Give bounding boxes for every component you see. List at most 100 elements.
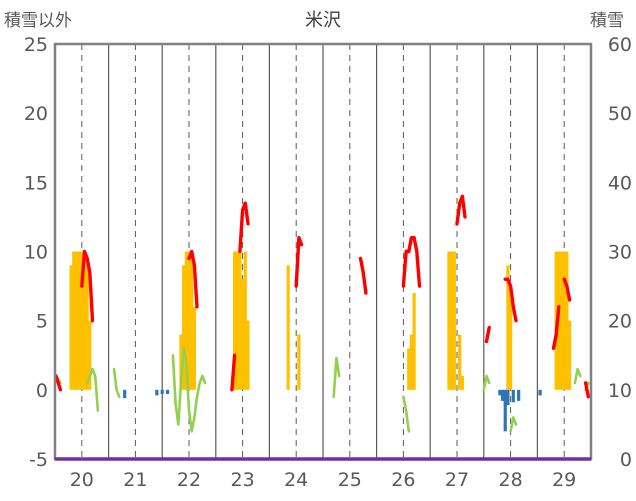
snowfall-bar xyxy=(232,251,237,390)
snowfall-bar xyxy=(184,251,188,390)
temperature-line xyxy=(171,347,207,433)
x-tick-label: 21 xyxy=(123,469,147,491)
snowfall-bar xyxy=(286,265,290,390)
snow_depth-line xyxy=(484,325,491,344)
right-tick-label: 10 xyxy=(608,380,632,402)
precipitation-bar xyxy=(538,389,542,396)
tick-labels: -5 0 5 10 15 20 25 0 10 20 30 40 50 60 20 21 22 23 24 25 26 2… xyxy=(24,34,632,491)
precipitation-bar xyxy=(500,389,505,401)
snow_depth-line xyxy=(455,194,467,226)
left-tick-label: -5 xyxy=(29,449,48,471)
left-tick-label: 10 xyxy=(24,242,48,264)
x-tick-label: 24 xyxy=(284,469,308,491)
snow_depth-line xyxy=(583,381,590,399)
precipitation-bar xyxy=(506,389,510,406)
snowfall-bar xyxy=(77,251,81,390)
snowfall-bar xyxy=(509,293,513,390)
snowfall-bar xyxy=(458,334,462,390)
x-tick-label: 28 xyxy=(499,469,523,491)
snow_depth-line xyxy=(562,277,572,302)
snowfall-bar xyxy=(72,251,76,390)
precipitation-bar xyxy=(165,389,170,394)
axes xyxy=(53,42,593,461)
snow_depth-line xyxy=(230,353,237,392)
snow_depth-line xyxy=(238,201,250,254)
snowfall-bar xyxy=(88,320,92,390)
snowfall-bar xyxy=(297,334,301,390)
snow_depth-line xyxy=(401,236,422,288)
snowfall-bar xyxy=(559,251,564,390)
precipitation-bar xyxy=(498,389,502,396)
snowfall-bar xyxy=(460,376,464,390)
left-tick-label: 5 xyxy=(36,311,48,333)
snowfall-bar xyxy=(407,348,411,390)
left-tick-label: 0 xyxy=(36,380,48,402)
x-tick-label: 20 xyxy=(70,469,94,491)
snow_depth-line xyxy=(294,236,304,288)
snowfall-bar xyxy=(238,251,242,390)
lines xyxy=(54,194,590,433)
snowfall-bar xyxy=(192,306,196,390)
right-tick-label: 20 xyxy=(608,311,632,333)
left-tick-label: 25 xyxy=(24,34,48,56)
snowfall-bar xyxy=(190,251,194,390)
x-tick-label: 23 xyxy=(231,469,255,491)
snow_depth-line xyxy=(54,374,63,392)
snowfall-bar xyxy=(562,251,566,390)
x-tick-label: 27 xyxy=(445,469,469,491)
snow_depth-line xyxy=(187,249,199,309)
snow_depth-line xyxy=(80,249,95,323)
right-tick-label: 50 xyxy=(608,103,632,125)
snowfall-bar xyxy=(450,251,454,390)
precipitation-bar xyxy=(155,389,159,396)
snowfall-bar xyxy=(565,251,569,390)
precipitation-bar xyxy=(160,389,164,394)
snowfall-bar xyxy=(182,265,186,390)
x-tick-label: 25 xyxy=(338,469,362,491)
snow_depth-line xyxy=(358,256,368,295)
precipitation-bar xyxy=(511,389,515,403)
snowfall-bar xyxy=(179,334,183,390)
right-tick-label: 60 xyxy=(608,34,632,56)
right-tick-label: 0 xyxy=(620,449,632,471)
temperature-line xyxy=(402,395,411,433)
left-tick-label: 20 xyxy=(24,103,48,125)
snowfall-bar xyxy=(243,251,247,390)
snowfall-bar xyxy=(235,251,239,390)
temperature-line xyxy=(573,367,582,385)
snowfall-bar xyxy=(409,334,414,390)
snowfall-bar xyxy=(241,279,245,390)
snowfall-bar xyxy=(447,251,451,390)
x-tick-label: 26 xyxy=(391,469,415,491)
snowfall-bar xyxy=(506,265,510,390)
snow_depth-line xyxy=(503,277,518,323)
right-tick-label: 40 xyxy=(608,172,632,194)
snowfall-bar xyxy=(567,320,572,390)
bars xyxy=(69,251,572,432)
snow_depth-line xyxy=(551,305,561,350)
temperature-line xyxy=(332,356,341,399)
snowfall-bar xyxy=(452,251,456,390)
precipitation-bar xyxy=(503,389,507,432)
precipitation-bar xyxy=(123,389,127,399)
temperature-line xyxy=(509,416,518,433)
precipitation-bar xyxy=(517,389,521,401)
temperature-line xyxy=(112,367,121,399)
x-tick-label: 22 xyxy=(177,469,201,491)
snowfall-bar xyxy=(69,265,73,390)
x-tick-label: 29 xyxy=(552,469,576,491)
snowfall-bar xyxy=(246,320,250,390)
left-axis-label: 積雪以外 xyxy=(4,11,72,31)
snowfall-bar xyxy=(82,251,87,390)
right-axis-label: 積雪 xyxy=(590,11,624,31)
snowfall-bar xyxy=(80,251,84,390)
left-tick-label: 15 xyxy=(24,172,48,194)
temperature-line xyxy=(482,374,491,392)
snowfall-bar xyxy=(412,293,416,390)
chart-title: 米沢 xyxy=(305,10,341,31)
temperature-line xyxy=(85,367,100,412)
right-tick-label: 30 xyxy=(608,242,632,264)
snowfall-bar xyxy=(74,251,79,390)
snowfall-bar xyxy=(85,265,89,390)
